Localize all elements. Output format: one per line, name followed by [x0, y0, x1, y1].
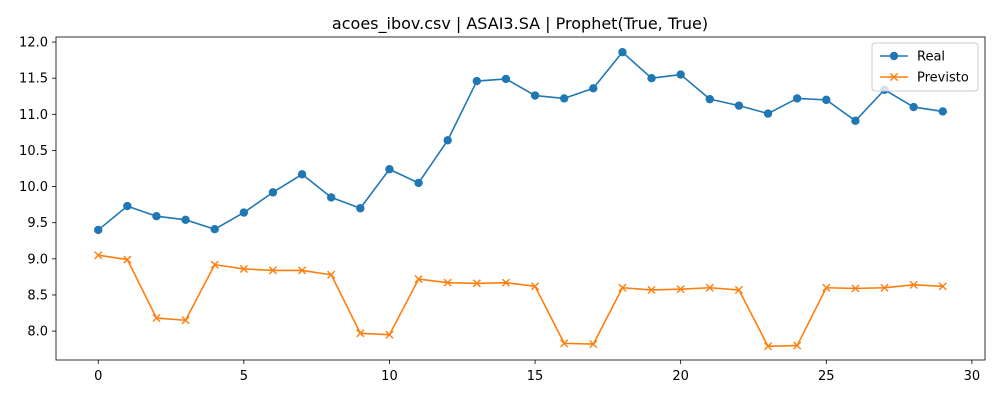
data-point	[938, 282, 947, 291]
y-tick-label: 9.5	[27, 216, 48, 231]
x-tick-label: 0	[94, 369, 102, 384]
data-point	[763, 109, 773, 118]
data-point	[822, 283, 831, 292]
data-point	[123, 201, 132, 211]
x-tick-label: 25	[818, 369, 835, 384]
data-point	[123, 255, 132, 264]
data-point	[618, 283, 627, 292]
data-point	[618, 47, 627, 57]
data-point	[909, 102, 918, 112]
y-tick-label: 11.5	[19, 72, 48, 87]
data-point	[268, 188, 278, 197]
series-layer	[94, 47, 947, 351]
data-point	[705, 283, 714, 292]
series-previsto	[94, 251, 947, 351]
data-point	[239, 208, 249, 217]
series-line-previsto	[98, 254, 943, 348]
data-point	[880, 283, 889, 292]
x-tick-label: 10	[381, 369, 398, 384]
data-point	[443, 278, 452, 287]
data-point	[734, 285, 744, 295]
data-point	[705, 94, 714, 104]
legend-label: Real	[917, 50, 945, 65]
data-point	[676, 70, 685, 79]
data-point	[647, 73, 656, 83]
data-point	[822, 95, 831, 105]
data-point	[734, 101, 744, 110]
data-point	[327, 193, 336, 202]
data-point	[356, 204, 365, 213]
data-point	[210, 225, 219, 234]
legend: Real Previsto	[871, 42, 979, 92]
legend-box	[871, 42, 979, 92]
y-tick-label: 10.0	[19, 180, 48, 195]
data-point	[530, 282, 540, 291]
chart-title: acoes_ibov.csv | ASAI3.SA | Prophet(True…	[332, 14, 708, 34]
data-point	[763, 342, 773, 351]
data-point	[501, 278, 511, 287]
data-point	[385, 330, 394, 339]
data-point	[94, 225, 103, 235]
data-point	[851, 116, 860, 126]
x-tick-label: 20	[672, 369, 689, 384]
axes: 0 5 10 15 20 25 30 8.0 8.5 9.0 9.5 10.0 10.5 11.0 11.5…	[19, 36, 986, 384]
y-tick-label: 11.0	[19, 108, 48, 123]
data-point	[94, 251, 103, 260]
y-tick-label: 10.5	[19, 144, 48, 159]
data-point	[181, 215, 190, 225]
data-point	[414, 274, 423, 284]
data-point	[647, 285, 656, 295]
data-point	[414, 178, 423, 188]
data-point	[938, 107, 947, 116]
data-point	[297, 266, 307, 275]
data-point	[559, 94, 569, 103]
y-tick-label: 8.0	[27, 325, 48, 340]
data-point	[909, 280, 918, 289]
data-point	[560, 339, 569, 348]
data-point	[385, 165, 394, 174]
data-point	[239, 264, 248, 274]
data-point	[472, 76, 482, 86]
data-point	[327, 270, 336, 279]
data-point	[589, 84, 598, 93]
data-point	[851, 284, 860, 293]
data-point	[268, 266, 278, 275]
data-point	[530, 91, 540, 100]
data-point	[356, 329, 365, 338]
data-point	[152, 313, 161, 323]
y-tick-label: 12.0	[19, 36, 48, 51]
data-point	[501, 74, 511, 84]
x-tick-label: 15	[527, 369, 544, 384]
data-point	[793, 341, 802, 350]
data-point	[297, 170, 307, 179]
legend-marker	[889, 72, 899, 82]
data-point	[676, 285, 685, 294]
series-line-real	[97, 51, 943, 231]
y-tick-label: 9.0	[27, 252, 48, 267]
data-point	[181, 316, 190, 325]
data-point	[589, 340, 598, 349]
data-point	[792, 94, 802, 103]
data-point	[152, 212, 161, 221]
plot-frame	[55, 36, 986, 361]
data-point	[472, 279, 481, 288]
legend-label: Previsto	[917, 71, 969, 86]
x-tick-label: 5	[240, 369, 248, 384]
x-tick-label: 30	[964, 369, 981, 384]
series-real	[94, 47, 947, 235]
data-point	[443, 136, 452, 145]
data-point	[210, 260, 219, 269]
legend-marker	[889, 51, 899, 61]
y-tick-label: 8.5	[27, 288, 48, 303]
